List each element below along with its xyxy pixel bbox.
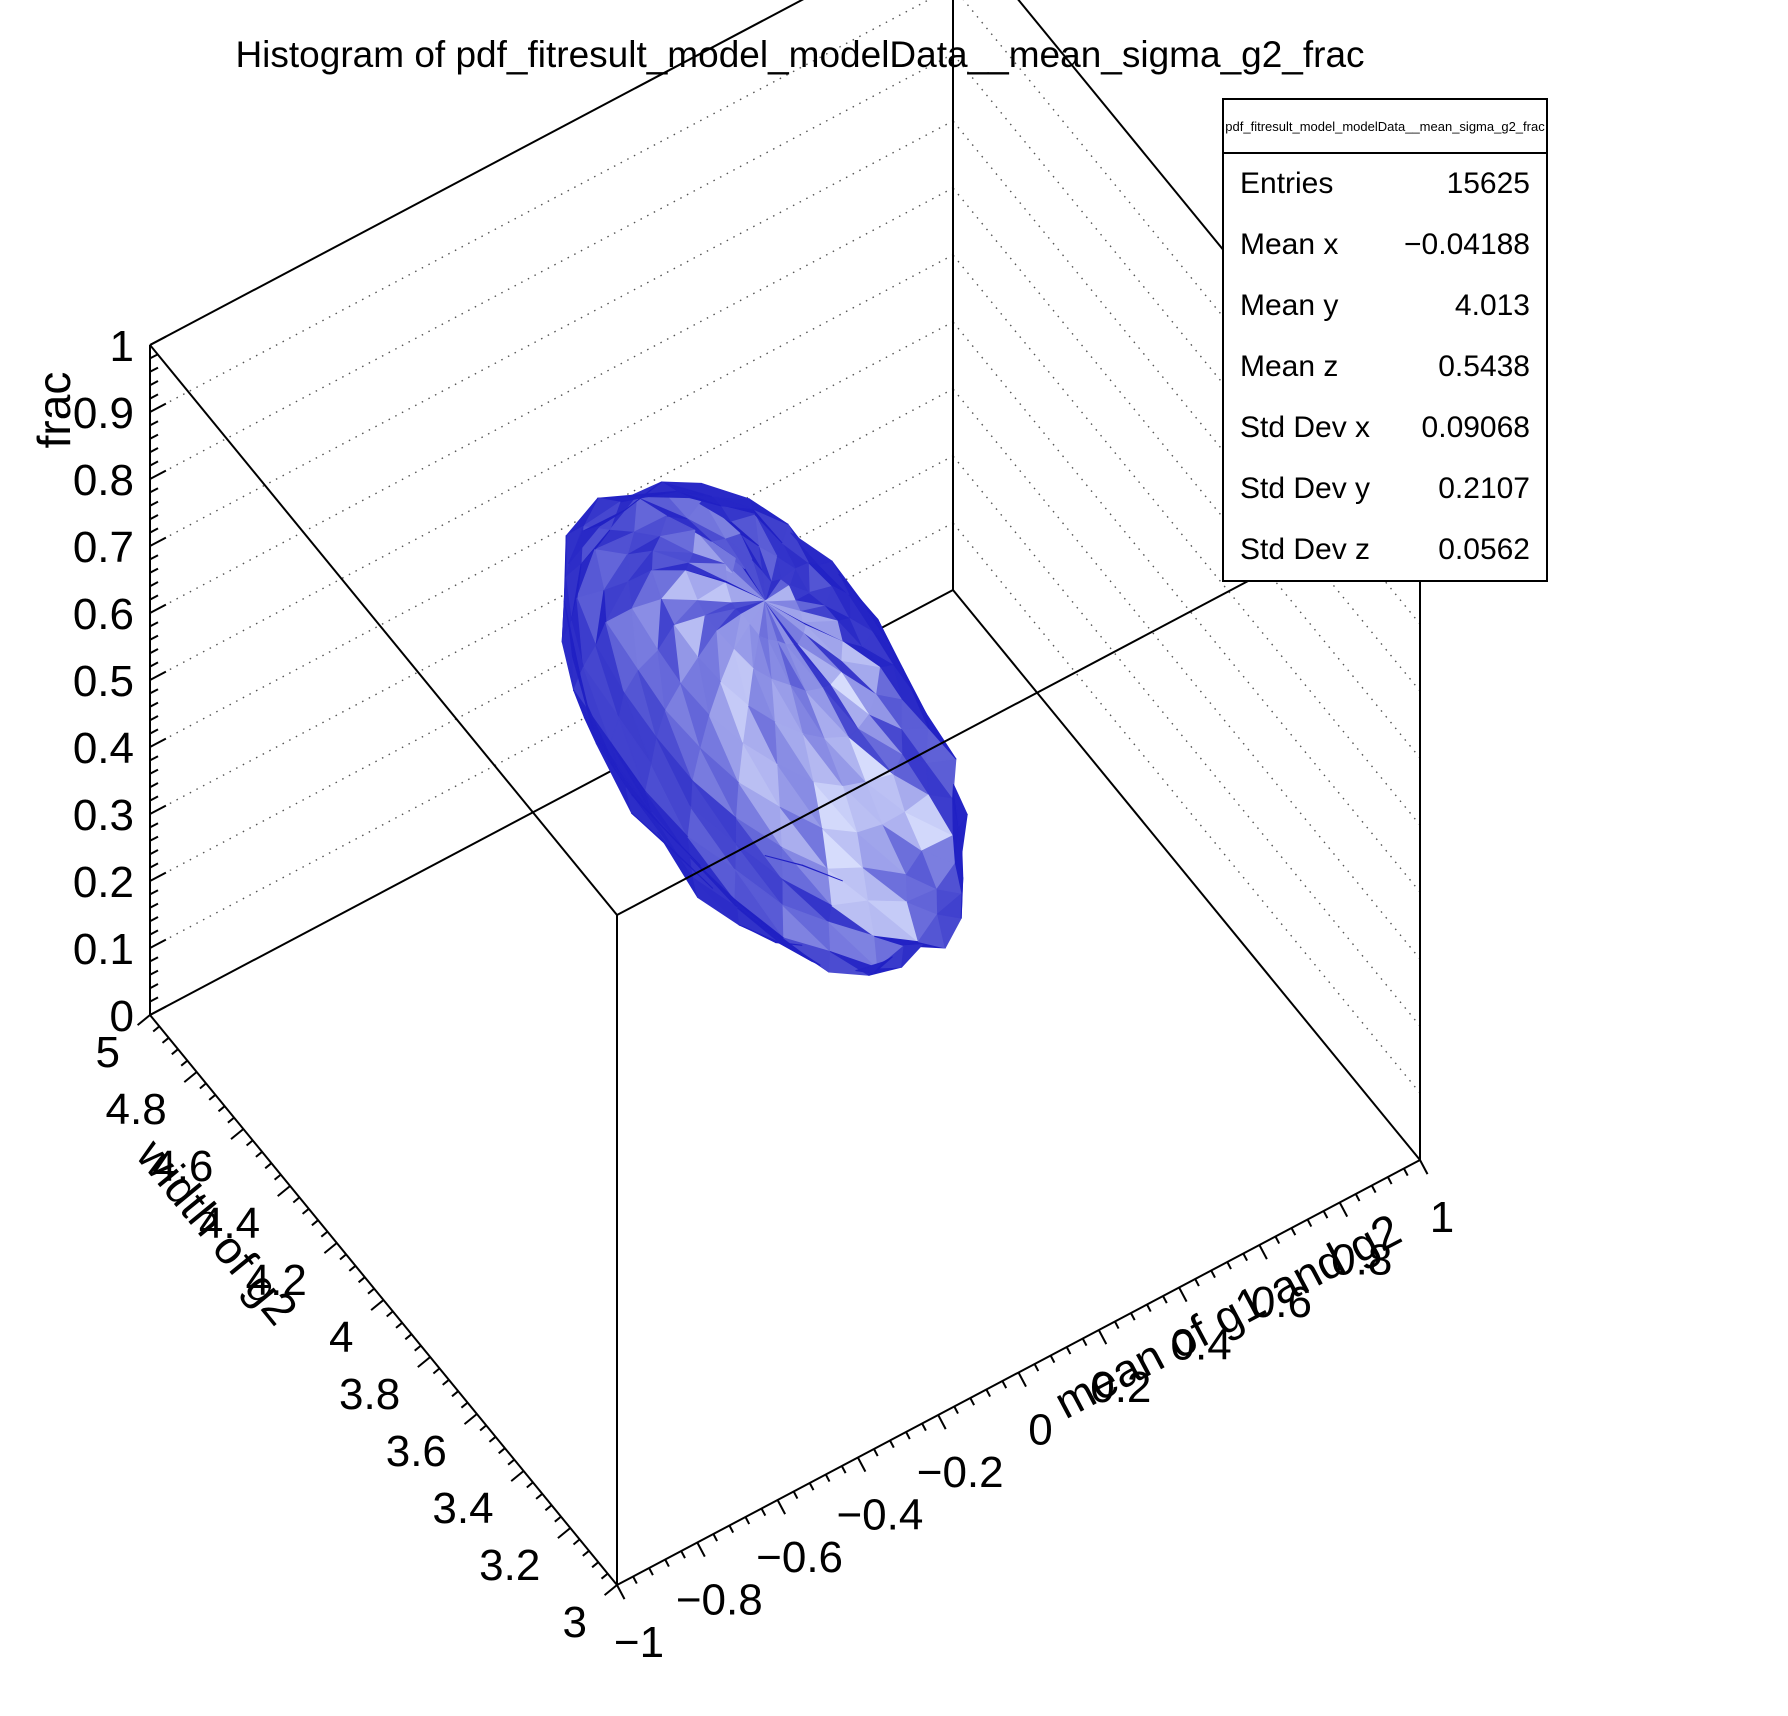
stats-row: Mean x −0.04188 bbox=[1224, 215, 1546, 276]
stats-row: Mean z 0.5438 bbox=[1224, 337, 1546, 398]
stats-rows: Entries 15625 Mean x −0.04188 Mean y 4.013 Mea… bbox=[1224, 154, 1546, 580]
y-tick-label: 4.2 bbox=[246, 1256, 307, 1305]
z-tick-label: 0.7 bbox=[73, 523, 134, 572]
x-axis-title: mean of g1 and g2 bbox=[1046, 1203, 1409, 1428]
isosurface-blob bbox=[561, 481, 968, 976]
chart-title: Histogram of pdf_fitresult_model_modelDa… bbox=[235, 34, 1365, 75]
y-tick-label: 3.4 bbox=[432, 1484, 493, 1533]
x-tick-label: −0.8 bbox=[676, 1576, 763, 1625]
y-tick-label: 4.8 bbox=[106, 1085, 167, 1134]
stats-row-value: 0.09068 bbox=[1421, 410, 1530, 444]
z-tick-label: 1 bbox=[110, 322, 134, 371]
x-tick-label: −0.4 bbox=[836, 1491, 923, 1540]
x-tick-label: −0.2 bbox=[917, 1448, 1004, 1497]
wall-gridlines bbox=[149, 0, 1421, 1094]
z-tick-label: 0.3 bbox=[73, 791, 134, 840]
stats-row-label: Std Dev y bbox=[1240, 471, 1371, 505]
stats-row-value: 15625 bbox=[1446, 167, 1530, 201]
axis-ticks bbox=[136, 335, 1429, 1600]
y-tick-label: 3.2 bbox=[479, 1541, 540, 1590]
stats-row: Entries 15625 bbox=[1224, 154, 1546, 215]
stats-row: Std Dev z 0.0562 bbox=[1224, 519, 1546, 580]
stats-row: Std Dev x 0.09068 bbox=[1224, 397, 1546, 458]
z-tick-label: 0.4 bbox=[73, 724, 134, 773]
stats-row-label: Entries bbox=[1240, 167, 1334, 201]
y-tick-label: 3.6 bbox=[386, 1427, 447, 1476]
y-axis-title: width of g2 bbox=[126, 1129, 308, 1335]
stats-box: pdf_fitresult_model_modelData__mean_sigm… bbox=[1222, 98, 1548, 582]
stats-box-title: pdf_fitresult_model_modelData__mean_sigm… bbox=[1224, 100, 1546, 154]
z-tick-label: 0.9 bbox=[73, 389, 134, 438]
stats-row-value: −0.04188 bbox=[1404, 228, 1530, 262]
x-tick-label: 0.2 bbox=[1090, 1363, 1151, 1412]
z-tick-label: 0.5 bbox=[73, 657, 134, 706]
frame-back-edges bbox=[149, 0, 1421, 1161]
stats-row-label: Std Dev z bbox=[1240, 532, 1371, 566]
stats-row-label: Std Dev x bbox=[1240, 410, 1371, 444]
stats-row-label: Mean y bbox=[1240, 289, 1339, 323]
x-tick-label: −1 bbox=[614, 1618, 664, 1667]
z-tick-label: 0.1 bbox=[73, 925, 134, 974]
z-axis-title: frac bbox=[28, 372, 80, 449]
z-tick-label: 0 bbox=[110, 992, 134, 1041]
x-tick-label: 0.6 bbox=[1251, 1278, 1312, 1327]
stats-row: Mean y 4.013 bbox=[1224, 276, 1546, 337]
y-tick-label: 4 bbox=[329, 1313, 353, 1362]
z-tick-label: 0.8 bbox=[73, 456, 134, 505]
stats-row-label: Mean x bbox=[1240, 228, 1339, 262]
x-tick-label: 0 bbox=[1028, 1406, 1052, 1455]
z-tick-label: 0.2 bbox=[73, 858, 134, 907]
stats-row: Std Dev y 0.2107 bbox=[1224, 458, 1546, 519]
y-tick-label: 3.8 bbox=[339, 1370, 400, 1419]
x-tick-label: 0.8 bbox=[1331, 1236, 1392, 1285]
stats-row-value: 0.5438 bbox=[1438, 350, 1530, 383]
x-tick-label: 0.4 bbox=[1171, 1321, 1232, 1370]
y-tick-label: 4.6 bbox=[152, 1142, 213, 1191]
axis-tick-labels: 0 0.1 0.2 0.3 0.4 0.5 0.6 0.7 0.8 0.9 1 3 3.2 3.4 3.6 3… bbox=[73, 322, 1454, 1667]
x-tick-label: 1 bbox=[1430, 1193, 1454, 1242]
y-tick-label: 4.4 bbox=[199, 1199, 260, 1248]
stats-row-label: Mean z bbox=[1240, 350, 1339, 383]
z-tick-label: 0.6 bbox=[73, 590, 134, 639]
x-tick-label: −0.6 bbox=[756, 1533, 843, 1582]
stats-row-value: 4.013 bbox=[1454, 289, 1530, 323]
y-tick-label: 3 bbox=[563, 1598, 587, 1647]
y-tick-label: 5 bbox=[96, 1028, 120, 1077]
stats-row-value: 0.0562 bbox=[1438, 532, 1530, 566]
stats-row-value: 0.2107 bbox=[1438, 471, 1530, 505]
